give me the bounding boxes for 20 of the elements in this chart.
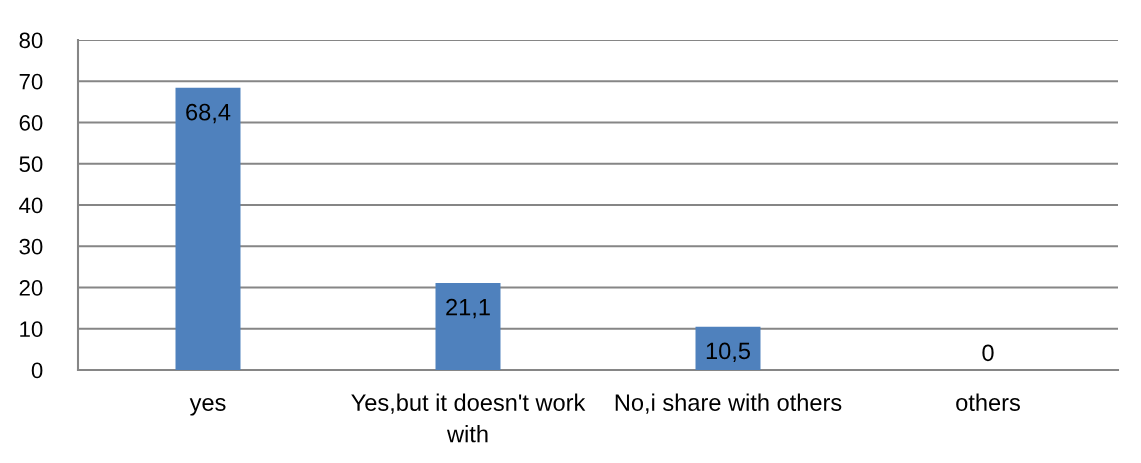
x-tick-label: others — [956, 393, 1020, 411]
data-label: 68,4 — [186, 103, 231, 124]
data-label: 10,5 — [706, 342, 750, 363]
y-tick-label: 70 — [19, 73, 43, 90]
y-tick-label: 20 — [19, 280, 43, 296]
y-tick-label: 60 — [19, 115, 43, 131]
x-tick-label: No,i share with others — [615, 393, 842, 414]
x-tick-label: Yes,but it doesn't work with — [351, 393, 586, 443]
y-tick-label: 40 — [19, 197, 43, 214]
bar — [695, 326, 761, 370]
bar — [435, 282, 501, 370]
y-tick-label: 0 — [31, 362, 43, 379]
x-tick-label: yes — [189, 398, 226, 416]
y-tick-label: 30 — [19, 238, 43, 255]
y-tick-label: 10 — [20, 321, 43, 338]
y-tick-label: 50 — [19, 156, 43, 173]
bar — [175, 87, 241, 370]
data-label: 21,1 — [446, 298, 490, 319]
data-label: 0 — [982, 344, 994, 362]
y-tick-label: 80 — [19, 32, 43, 49]
